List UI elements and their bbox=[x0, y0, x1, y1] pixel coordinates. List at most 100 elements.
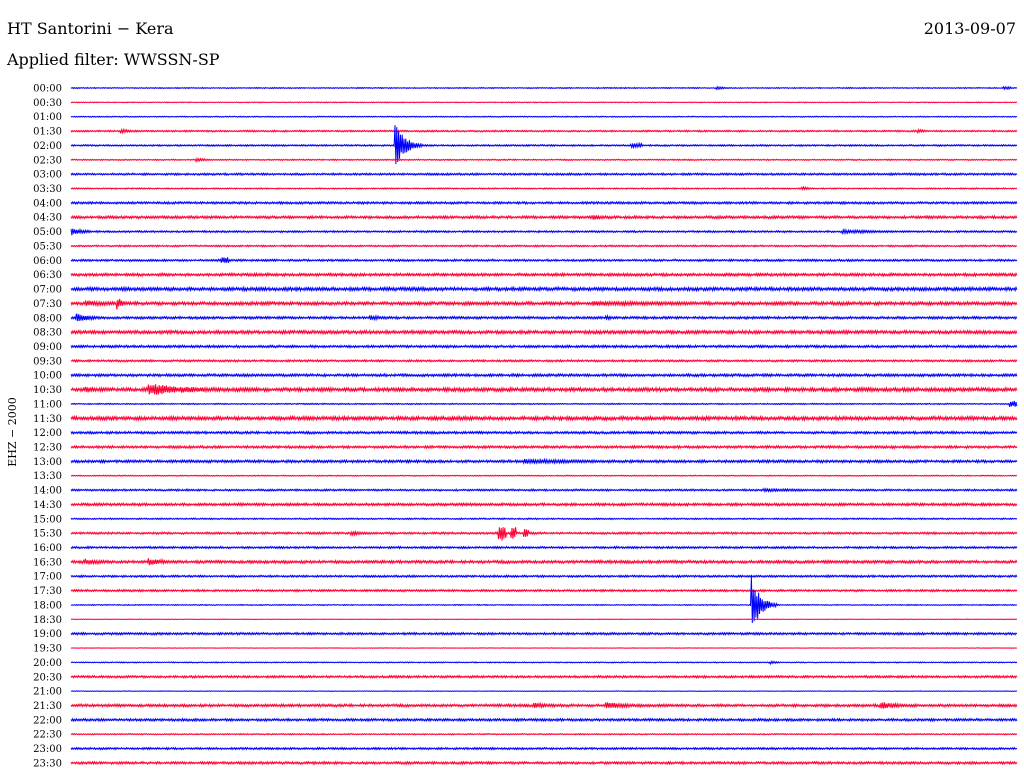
row-time-label: 04:00 bbox=[33, 198, 62, 209]
row-time-label: 08:30 bbox=[33, 328, 62, 339]
row-time-label: 23:30 bbox=[33, 758, 62, 769]
trace-line bbox=[70, 244, 1018, 248]
row-time-label: 15:00 bbox=[33, 514, 62, 525]
row-time-label: 19:30 bbox=[33, 644, 62, 655]
trace-line bbox=[70, 545, 1018, 550]
trace-line bbox=[70, 115, 1018, 118]
trace-line bbox=[70, 328, 1018, 336]
trace-line bbox=[70, 527, 1018, 541]
row-time-label: 12:30 bbox=[33, 443, 62, 454]
trace-line bbox=[70, 172, 1018, 177]
trace-line bbox=[70, 313, 1018, 322]
trace-line bbox=[70, 746, 1018, 751]
trace-line bbox=[70, 660, 1018, 666]
trace-line bbox=[70, 732, 1018, 736]
row-time-label: 09:30 bbox=[33, 356, 62, 367]
trace-line bbox=[70, 457, 1018, 466]
trace-line bbox=[70, 760, 1018, 766]
trace-line bbox=[70, 444, 1018, 450]
row-time-label: 22:00 bbox=[33, 715, 62, 726]
trace-line bbox=[70, 227, 1018, 236]
trace-line bbox=[70, 430, 1018, 436]
row-time-label: 03:00 bbox=[33, 170, 62, 181]
trace-line bbox=[70, 557, 1018, 566]
row-time-label: 16:30 bbox=[33, 557, 62, 568]
plot-date: 2013-09-07 bbox=[923, 19, 1016, 38]
row-time-label: 17:30 bbox=[33, 586, 62, 597]
trace-line bbox=[70, 674, 1018, 680]
trace-line bbox=[70, 573, 1018, 579]
trace-line bbox=[70, 271, 1018, 278]
trace-line bbox=[70, 156, 1018, 164]
trace-line bbox=[70, 588, 1018, 593]
trace-line bbox=[70, 214, 1018, 221]
row-time-label: 20:30 bbox=[33, 672, 62, 683]
trace-line bbox=[70, 257, 1018, 263]
trace-line bbox=[70, 717, 1018, 723]
row-time-label: 20:00 bbox=[33, 658, 62, 669]
trace-line bbox=[70, 185, 1018, 192]
trace-line bbox=[70, 517, 1018, 521]
trace-line bbox=[70, 101, 1018, 104]
row-time-label: 14:00 bbox=[33, 486, 62, 497]
row-time-label: 00:00 bbox=[33, 84, 62, 95]
row-time-label: 19:00 bbox=[33, 629, 62, 640]
row-time-label: 09:00 bbox=[33, 342, 62, 353]
row-time-label: 11:30 bbox=[33, 414, 62, 425]
trace-line bbox=[70, 298, 1018, 310]
row-time-label: 07:30 bbox=[33, 299, 62, 310]
row-time-label: 03:30 bbox=[33, 184, 62, 195]
trace-line bbox=[70, 372, 1018, 378]
row-time-label: 01:00 bbox=[33, 112, 62, 123]
trace-line bbox=[70, 400, 1018, 408]
trace-line bbox=[70, 575, 1018, 624]
row-time-label: 02:00 bbox=[33, 141, 62, 152]
row-time-label: 18:30 bbox=[33, 615, 62, 626]
row-time-label: 22:30 bbox=[33, 730, 62, 741]
row-time-label: 18:00 bbox=[33, 600, 62, 611]
trace-line bbox=[70, 487, 1018, 494]
trace-line bbox=[70, 631, 1018, 637]
trace-line bbox=[70, 127, 1018, 135]
row-time-label: 06:30 bbox=[33, 270, 62, 281]
trace-line bbox=[70, 618, 1018, 621]
trace-line bbox=[70, 85, 1018, 91]
row-time-label: 23:00 bbox=[33, 744, 62, 755]
row-time-label: 11:00 bbox=[33, 399, 62, 410]
row-time-label: 16:00 bbox=[33, 543, 62, 554]
trace-line bbox=[70, 358, 1018, 363]
trace-line bbox=[70, 474, 1018, 477]
trace-line bbox=[70, 285, 1018, 293]
row-time-label: 05:30 bbox=[33, 241, 62, 252]
row-time-label: 10:30 bbox=[33, 385, 62, 396]
row-time-label: 14:30 bbox=[33, 500, 62, 511]
filter-label: Applied filter: WWSSN-SP bbox=[7, 50, 220, 69]
trace-line bbox=[70, 690, 1018, 693]
row-time-label: 06:00 bbox=[33, 256, 62, 267]
row-time-label: 15:30 bbox=[33, 529, 62, 540]
trace-line bbox=[70, 647, 1018, 649]
trace-line bbox=[70, 384, 1018, 395]
row-time-label: 21:30 bbox=[33, 701, 62, 712]
row-time-label: 10:00 bbox=[33, 371, 62, 382]
row-time-label: 08:00 bbox=[33, 313, 62, 324]
row-time-label: 07:00 bbox=[33, 285, 62, 296]
row-time-label: 17:00 bbox=[33, 572, 62, 583]
row-time-label: 12:00 bbox=[33, 428, 62, 439]
trace-line bbox=[70, 343, 1018, 350]
station-title: HT Santorini − Kera bbox=[7, 19, 174, 38]
trace-line bbox=[70, 701, 1018, 710]
row-time-label: 00:30 bbox=[33, 98, 62, 109]
trace-line bbox=[70, 125, 1018, 165]
row-time-label: 21:00 bbox=[33, 687, 62, 698]
row-time-label: 01:30 bbox=[33, 127, 62, 138]
row-time-label: 04:30 bbox=[33, 213, 62, 224]
row-time-label: 13:30 bbox=[33, 471, 62, 482]
row-time-label: 05:00 bbox=[33, 227, 62, 238]
trace-line bbox=[70, 414, 1018, 423]
trace-line bbox=[70, 200, 1018, 206]
trace-line bbox=[70, 501, 1018, 508]
row-time-label: 13:00 bbox=[33, 457, 62, 468]
row-time-label: 02:30 bbox=[33, 155, 62, 166]
